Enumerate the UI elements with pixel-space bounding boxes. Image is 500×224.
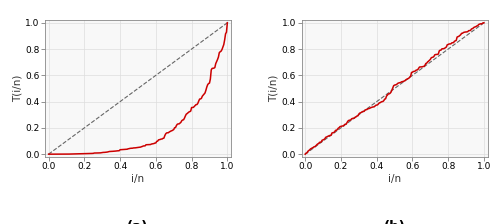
- Y-axis label: T(i/n): T(i/n): [269, 75, 279, 102]
- X-axis label: i/n: i/n: [132, 174, 144, 184]
- Y-axis label: T(i/n): T(i/n): [12, 75, 22, 102]
- Text: (b): (b): [384, 220, 406, 224]
- Text: (a): (a): [128, 220, 148, 224]
- X-axis label: i/n: i/n: [388, 174, 401, 184]
